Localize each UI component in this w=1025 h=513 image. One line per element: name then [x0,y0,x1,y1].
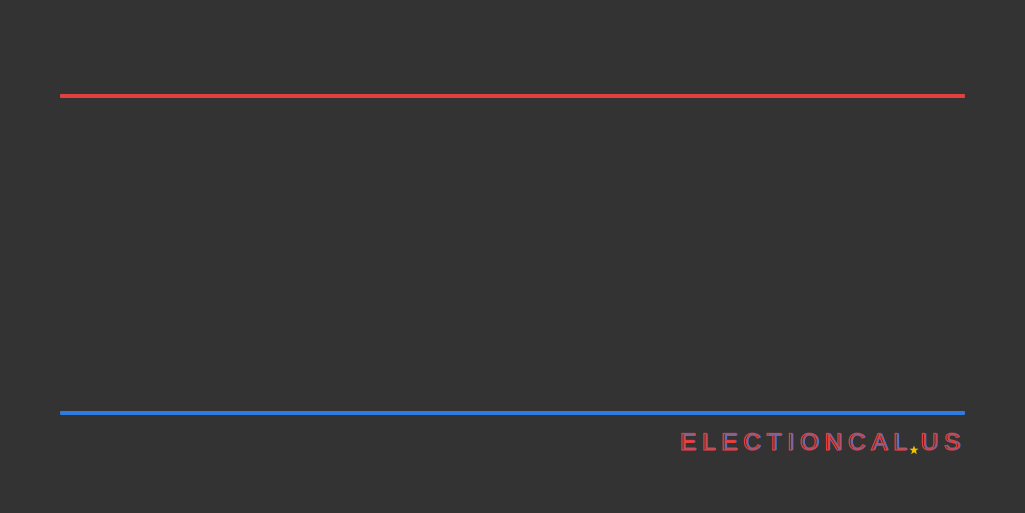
logo-text-tld: US [920,428,966,456]
star-icon [909,445,919,455]
bottom-blue-rule [60,411,965,415]
electioncal-logo: ELECTIONCAL US [679,428,966,458]
logo-text-main: ELECTIONCAL [679,428,913,456]
star-shape [909,445,919,455]
top-red-rule [60,94,965,98]
